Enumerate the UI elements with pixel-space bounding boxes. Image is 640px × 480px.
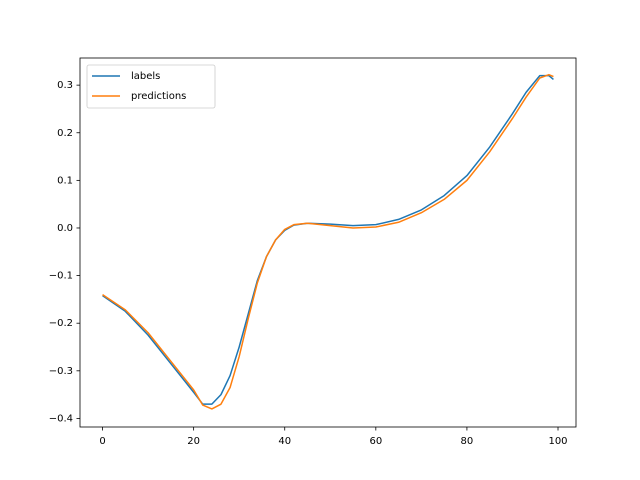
y-tick-label: −0.2 xyxy=(49,318,73,329)
y-tick-label: 0.1 xyxy=(57,175,73,186)
axes-frame xyxy=(79,57,577,428)
legend-label: labels xyxy=(131,71,160,82)
x-tick-label: 80 xyxy=(461,436,474,447)
x-tick-label: 60 xyxy=(369,436,382,447)
y-tick-label: 0.2 xyxy=(57,128,73,139)
x-tick-label: 100 xyxy=(548,436,567,447)
x-tick-label: 40 xyxy=(278,436,291,447)
x-tick-label: 20 xyxy=(187,436,200,447)
line-series xyxy=(102,73,554,410)
x-tick-label: 0 xyxy=(99,436,105,447)
y-tick-label: −0.3 xyxy=(49,366,73,377)
y-tick-label: 0.0 xyxy=(57,223,73,234)
legend-label: predictions xyxy=(131,91,186,102)
y-tick-label: −0.1 xyxy=(49,271,73,282)
y-tick-label: −0.4 xyxy=(49,413,73,424)
y-tick-label: 0.3 xyxy=(57,80,73,91)
